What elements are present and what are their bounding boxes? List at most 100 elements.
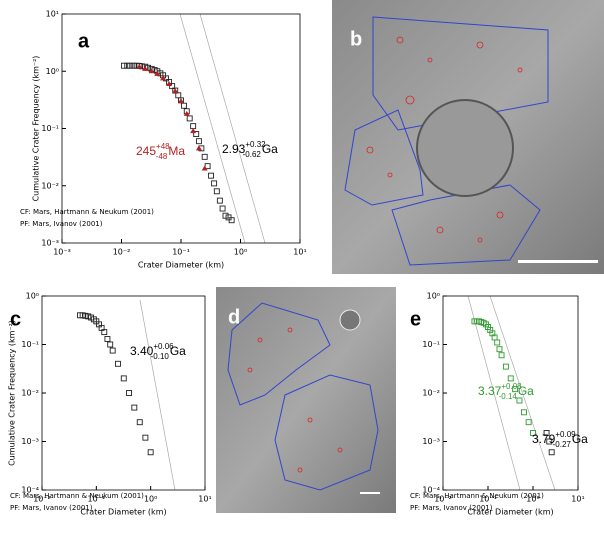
image-b: b bbox=[332, 0, 604, 274]
data-point bbox=[136, 419, 143, 426]
data-point bbox=[121, 62, 127, 69]
y-tick-label: 10⁰ bbox=[427, 292, 440, 301]
x-tick-label: 10⁰ bbox=[144, 495, 157, 504]
data-point bbox=[147, 449, 154, 456]
y-tick-label: 10⁻³ bbox=[422, 437, 440, 446]
crater bbox=[416, 99, 514, 197]
data-point bbox=[496, 346, 503, 353]
y-tick-label: 10⁻² bbox=[21, 389, 39, 398]
age-error-minus: -0.27 bbox=[553, 440, 572, 449]
y-axis-label: Cumulative Crater Frequency (km⁻²) bbox=[8, 320, 17, 466]
count-area bbox=[274, 374, 379, 491]
age-error-plus: +0.09 bbox=[555, 430, 576, 439]
data-point bbox=[498, 352, 505, 359]
data-point bbox=[142, 434, 149, 441]
y-tick-label: 10⁻² bbox=[422, 389, 440, 398]
x-tick-label: 10⁻¹ bbox=[479, 495, 497, 504]
function-note: PF: Mars, Ivanov (2001) bbox=[410, 504, 493, 512]
data-point bbox=[502, 363, 509, 370]
x-tick-label: 10¹ bbox=[293, 248, 306, 257]
data-point bbox=[101, 329, 108, 336]
age-unit: Ga bbox=[170, 344, 186, 358]
data-point bbox=[201, 165, 208, 171]
age-error-minus: -0.62 bbox=[243, 150, 262, 159]
x-tick-label: 10⁻² bbox=[113, 248, 131, 257]
panel-label: c bbox=[10, 308, 21, 330]
image-d: d bbox=[216, 287, 396, 513]
data-point bbox=[521, 409, 527, 416]
age-unit: Ga bbox=[262, 142, 278, 156]
x-tick-label: 10⁻³ bbox=[53, 248, 71, 257]
x-tick-label: 10⁰ bbox=[234, 248, 247, 257]
data-point bbox=[169, 83, 176, 90]
age-annotation: 2.93+0.32 -0.62Ga bbox=[222, 140, 278, 159]
data-point bbox=[494, 339, 501, 346]
plot-frame bbox=[41, 295, 206, 491]
panel-label: e bbox=[410, 308, 421, 330]
data-point bbox=[548, 449, 555, 456]
age-value: 3.40 bbox=[130, 344, 154, 358]
y-tick-label: 10⁻¹ bbox=[422, 340, 440, 349]
data-point bbox=[115, 360, 121, 367]
age-unit: Ga bbox=[518, 384, 534, 398]
age-value: 3.79 bbox=[532, 432, 556, 446]
data-point bbox=[222, 212, 229, 219]
data-point bbox=[175, 92, 182, 99]
data-point bbox=[507, 375, 514, 382]
x-tick-label: 10⁻¹ bbox=[88, 495, 106, 504]
count-area bbox=[227, 302, 331, 406]
data-point bbox=[512, 386, 519, 393]
age-value: 2.93 bbox=[222, 142, 246, 156]
y-axis-label: Cumulative Crater Frequency (km⁻²) bbox=[32, 56, 41, 202]
panel-label: d bbox=[228, 306, 240, 328]
y-tick-label: 10⁻⁴ bbox=[21, 486, 39, 495]
function-note: CF: Mars, Hartmann & Neukum (2001) bbox=[410, 492, 544, 500]
y-tick-label: 10¹ bbox=[46, 10, 59, 19]
data-point bbox=[208, 172, 215, 179]
age-unit: Ma bbox=[168, 144, 185, 158]
data-point bbox=[211, 180, 218, 187]
x-axis-label: Crater Diameter (km) bbox=[138, 261, 224, 270]
panel-label: a bbox=[78, 30, 90, 52]
x-tick-label: 10⁻² bbox=[434, 495, 452, 504]
data-point bbox=[216, 197, 223, 204]
data-point bbox=[546, 438, 553, 445]
data-point bbox=[178, 98, 184, 104]
data-point bbox=[183, 110, 190, 116]
y-tick-label: 10⁻¹ bbox=[41, 124, 59, 133]
age-annotation: 3.79+0.09 -0.27Ga bbox=[532, 430, 588, 449]
crater-markers bbox=[366, 36, 523, 243]
data-point bbox=[193, 131, 200, 137]
count-area bbox=[344, 109, 424, 206]
data-point bbox=[530, 430, 536, 436]
data-point bbox=[172, 88, 179, 94]
data-point bbox=[120, 375, 127, 382]
x-tick-label: 10¹ bbox=[571, 495, 584, 504]
y-tick-label: 10⁻¹ bbox=[21, 340, 39, 349]
x-axis-label: Crater Diameter (km) bbox=[467, 508, 553, 517]
age-annotation: 3.37+0.08 -0.14Ga bbox=[478, 382, 534, 401]
data-point bbox=[525, 419, 532, 426]
age-error-plus: +0.32 bbox=[245, 140, 266, 149]
data-point bbox=[127, 62, 134, 69]
x-tick-label: 10⁻² bbox=[33, 495, 51, 504]
scale-bar bbox=[360, 492, 380, 494]
data-point bbox=[516, 397, 523, 404]
data-point bbox=[131, 404, 138, 411]
data-point bbox=[148, 68, 155, 74]
y-tick-label: 10⁰ bbox=[26, 292, 39, 301]
data-point bbox=[130, 62, 137, 69]
data-point bbox=[195, 138, 202, 145]
age-error-minus: -48 bbox=[156, 152, 168, 161]
age-annotation: 3.40+0.06 -0.10Ga bbox=[130, 342, 186, 361]
function-note: CF: Mars, Hartmann & Neukum (2001) bbox=[20, 208, 154, 216]
data-point bbox=[219, 205, 226, 212]
data-point bbox=[160, 75, 167, 81]
data-point bbox=[228, 217, 235, 224]
data-point bbox=[180, 102, 187, 109]
data-point bbox=[186, 115, 193, 122]
data-point bbox=[201, 153, 208, 160]
y-tick-label: 10⁰ bbox=[46, 67, 59, 76]
